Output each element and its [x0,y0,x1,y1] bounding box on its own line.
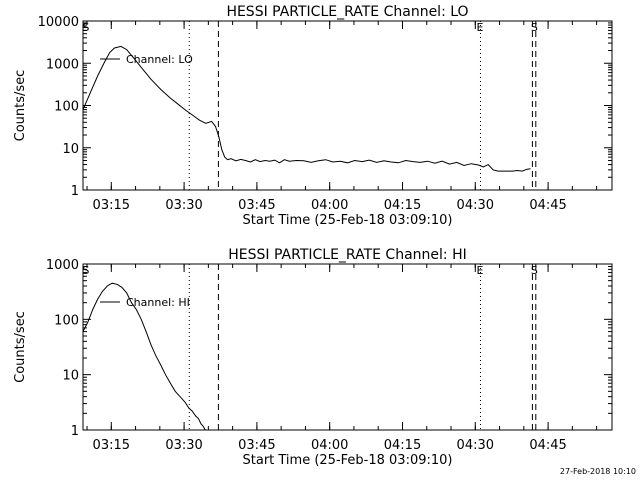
time-marker-label: S [82,264,89,277]
panel-lo: HESSI PARTICLE_RATE Channel: LO 1 10 100 100… [13,4,613,228]
x-tick-label: 04:00 [311,198,348,213]
panel-hi: HESSI PARTICLE_RATE Channel: HI 1 10 100 100… [13,247,613,468]
y-tick-label: 10000 [38,15,79,30]
x-tick-label: 04:00 [311,438,348,453]
x-axis-label: Start Time (25-Feb-18 03:09:10) [243,213,453,228]
footer-timestamp: 27-Feb-2018 10:10 [560,467,636,476]
y-tick-label: 100 [54,100,79,115]
time-marker-label: E [477,264,484,277]
y-tick-label: 10 [62,142,79,157]
time-marker-label: S [531,264,538,277]
x-tick-label: 04:45 [529,438,566,453]
y-tick-label: 10 [62,369,79,384]
y-tick-label: 1 [71,184,79,199]
legend-label: Channel: HI [126,296,190,309]
chart-title: HESSI PARTICLE_RATE Channel: HI [228,247,466,263]
x-tick-label: 03:45 [238,198,275,213]
y-axis-label: Counts/sec [13,70,28,142]
x-tick-label: 03:45 [238,438,275,453]
x-tick-label: 03:15 [93,438,130,453]
time-marker-label: S [82,21,89,34]
y-tick-label: 1 [71,424,79,439]
x-tick-label: 03:15 [93,198,130,213]
chart-title: HESSI PARTICLE_RATE Channel: LO [226,4,468,20]
plot-frame [82,263,613,431]
x-tick-label: 03:30 [165,198,202,213]
x-tick-label: 04:15 [384,198,421,213]
x-tick-label: 04:30 [457,438,494,453]
series-line [82,282,206,431]
y-axis-label: Counts/sec [13,311,28,383]
series-line [82,45,531,172]
y-tick-label: 100 [54,313,79,328]
x-tick-label: 03:30 [165,438,202,453]
time-marker-label: E [477,21,484,34]
x-tick-label: 04:30 [457,198,494,213]
x-tick-label: 04:45 [529,198,566,213]
x-tick-label: 04:15 [384,438,421,453]
legend-label: Channel: LO [126,53,193,66]
time-marker-label: S [531,21,538,34]
y-tick-label: 1000 [46,57,79,72]
x-axis-label: Start Time (25-Feb-18 03:09:10) [243,453,453,468]
y-tick-label: 1000 [46,258,79,273]
